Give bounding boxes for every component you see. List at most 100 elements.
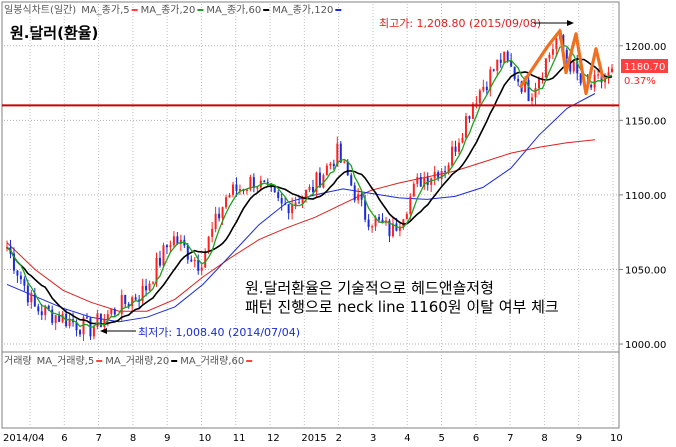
high-annotation: 최고가: 1,208.80 (2015/09/08) — [379, 17, 541, 30]
candle-body — [451, 146, 454, 166]
commentary-line-1: 원.달러환율은 기술적으로 헤드앤숄저형 — [245, 279, 494, 297]
candle-body — [336, 143, 339, 167]
candle-body — [124, 295, 127, 305]
candle-body — [232, 184, 235, 195]
candle-body — [51, 309, 54, 323]
x-tick-label: 12 — [267, 433, 280, 444]
candle-body — [537, 78, 540, 88]
x-tick-label: 10 — [198, 433, 211, 444]
price-tag-box — [621, 59, 668, 73]
low-arrow-head — [100, 328, 107, 334]
x-tick-label: 6 — [61, 433, 67, 444]
candle-body — [416, 177, 419, 184]
candle-body — [315, 172, 318, 192]
candle-body — [291, 205, 294, 214]
candle-body — [419, 177, 422, 187]
candle-body — [433, 171, 436, 179]
candle-body — [214, 213, 217, 229]
candle-body — [30, 293, 33, 303]
candle-body — [228, 194, 231, 198]
candle-body — [249, 177, 252, 190]
head-and-shoulders-pattern — [518, 29, 605, 96]
candle-body — [496, 59, 499, 71]
candle-body — [548, 54, 551, 59]
candle-body — [531, 97, 534, 101]
candle-body — [325, 165, 328, 176]
pattern-path — [518, 29, 605, 96]
candle-body — [485, 86, 488, 91]
candle-body — [134, 297, 137, 300]
candle-body — [360, 194, 363, 200]
ma60-path — [6, 93, 596, 323]
x-tick-label: 8 — [130, 433, 136, 444]
candle-body — [148, 283, 151, 291]
volume-header-legend: 거래량 MA_거래량,5 MA_거래량,20 MA_거래량,60 — [4, 355, 253, 367]
candle-body — [207, 236, 210, 252]
candle-body — [590, 84, 593, 88]
candle-body — [26, 285, 29, 303]
candle-body — [266, 182, 269, 184]
candle-body — [343, 161, 346, 163]
candle-body — [169, 245, 172, 248]
x-tick-label: 9 — [576, 433, 582, 444]
legend-marker — [335, 9, 342, 11]
candle-body — [47, 305, 50, 310]
candle-body — [301, 197, 304, 204]
y-tick-label: 1100.00 — [625, 191, 666, 202]
ma120-line — [6, 139, 596, 312]
legend-item: MA_종가,20 — [141, 4, 196, 16]
candle-body — [440, 170, 443, 179]
legend-marker — [131, 9, 138, 11]
candle-body — [200, 267, 203, 271]
candle-body — [378, 217, 381, 220]
candle-body — [482, 86, 485, 91]
candle-body — [176, 236, 179, 244]
candle-body — [464, 116, 467, 138]
candle-body — [447, 165, 450, 172]
candle-body — [402, 219, 405, 227]
candle-body — [75, 322, 78, 331]
x-tick-label: 3 — [370, 433, 376, 444]
candle-body — [597, 74, 600, 76]
candle-body — [79, 330, 82, 335]
candle-body — [37, 306, 40, 312]
candle-body — [527, 79, 530, 101]
candle-body — [145, 285, 148, 291]
candle-body — [423, 177, 426, 187]
candle-body — [172, 236, 175, 246]
candle-body — [204, 251, 207, 268]
legend-marker — [197, 9, 204, 11]
candle-body — [569, 58, 572, 72]
candle-body — [68, 319, 71, 327]
candle-body — [152, 282, 155, 284]
candle-body — [44, 305, 47, 316]
candle-body — [478, 90, 481, 104]
candle-body — [318, 172, 321, 188]
candle-body — [92, 326, 95, 337]
candle-body — [235, 184, 238, 191]
candle-body — [468, 116, 471, 119]
legend-item: MA_종가,120 — [272, 4, 333, 16]
candle-body — [33, 293, 36, 307]
price-tag-value: 1180.70 — [624, 62, 665, 73]
candle-body — [131, 297, 134, 307]
candle-body — [555, 38, 558, 50]
candle-body — [96, 313, 99, 327]
candle-body — [16, 270, 19, 276]
ma20-line — [6, 58, 613, 326]
high-arrow-head — [567, 20, 574, 26]
candle-body — [186, 245, 189, 260]
candle-body — [444, 170, 447, 172]
candle-body — [287, 203, 290, 214]
candle-body — [579, 73, 582, 84]
chart-title: 원.달러(환율) — [10, 24, 98, 42]
y-tick-label: 1050.00 — [625, 265, 666, 276]
ma5-path — [6, 44, 613, 328]
candle-body — [308, 186, 311, 190]
candle-body — [506, 51, 509, 61]
candle-body — [510, 60, 513, 67]
ma20-path — [6, 58, 613, 326]
candle-body — [388, 220, 391, 237]
candle-body — [503, 51, 506, 63]
